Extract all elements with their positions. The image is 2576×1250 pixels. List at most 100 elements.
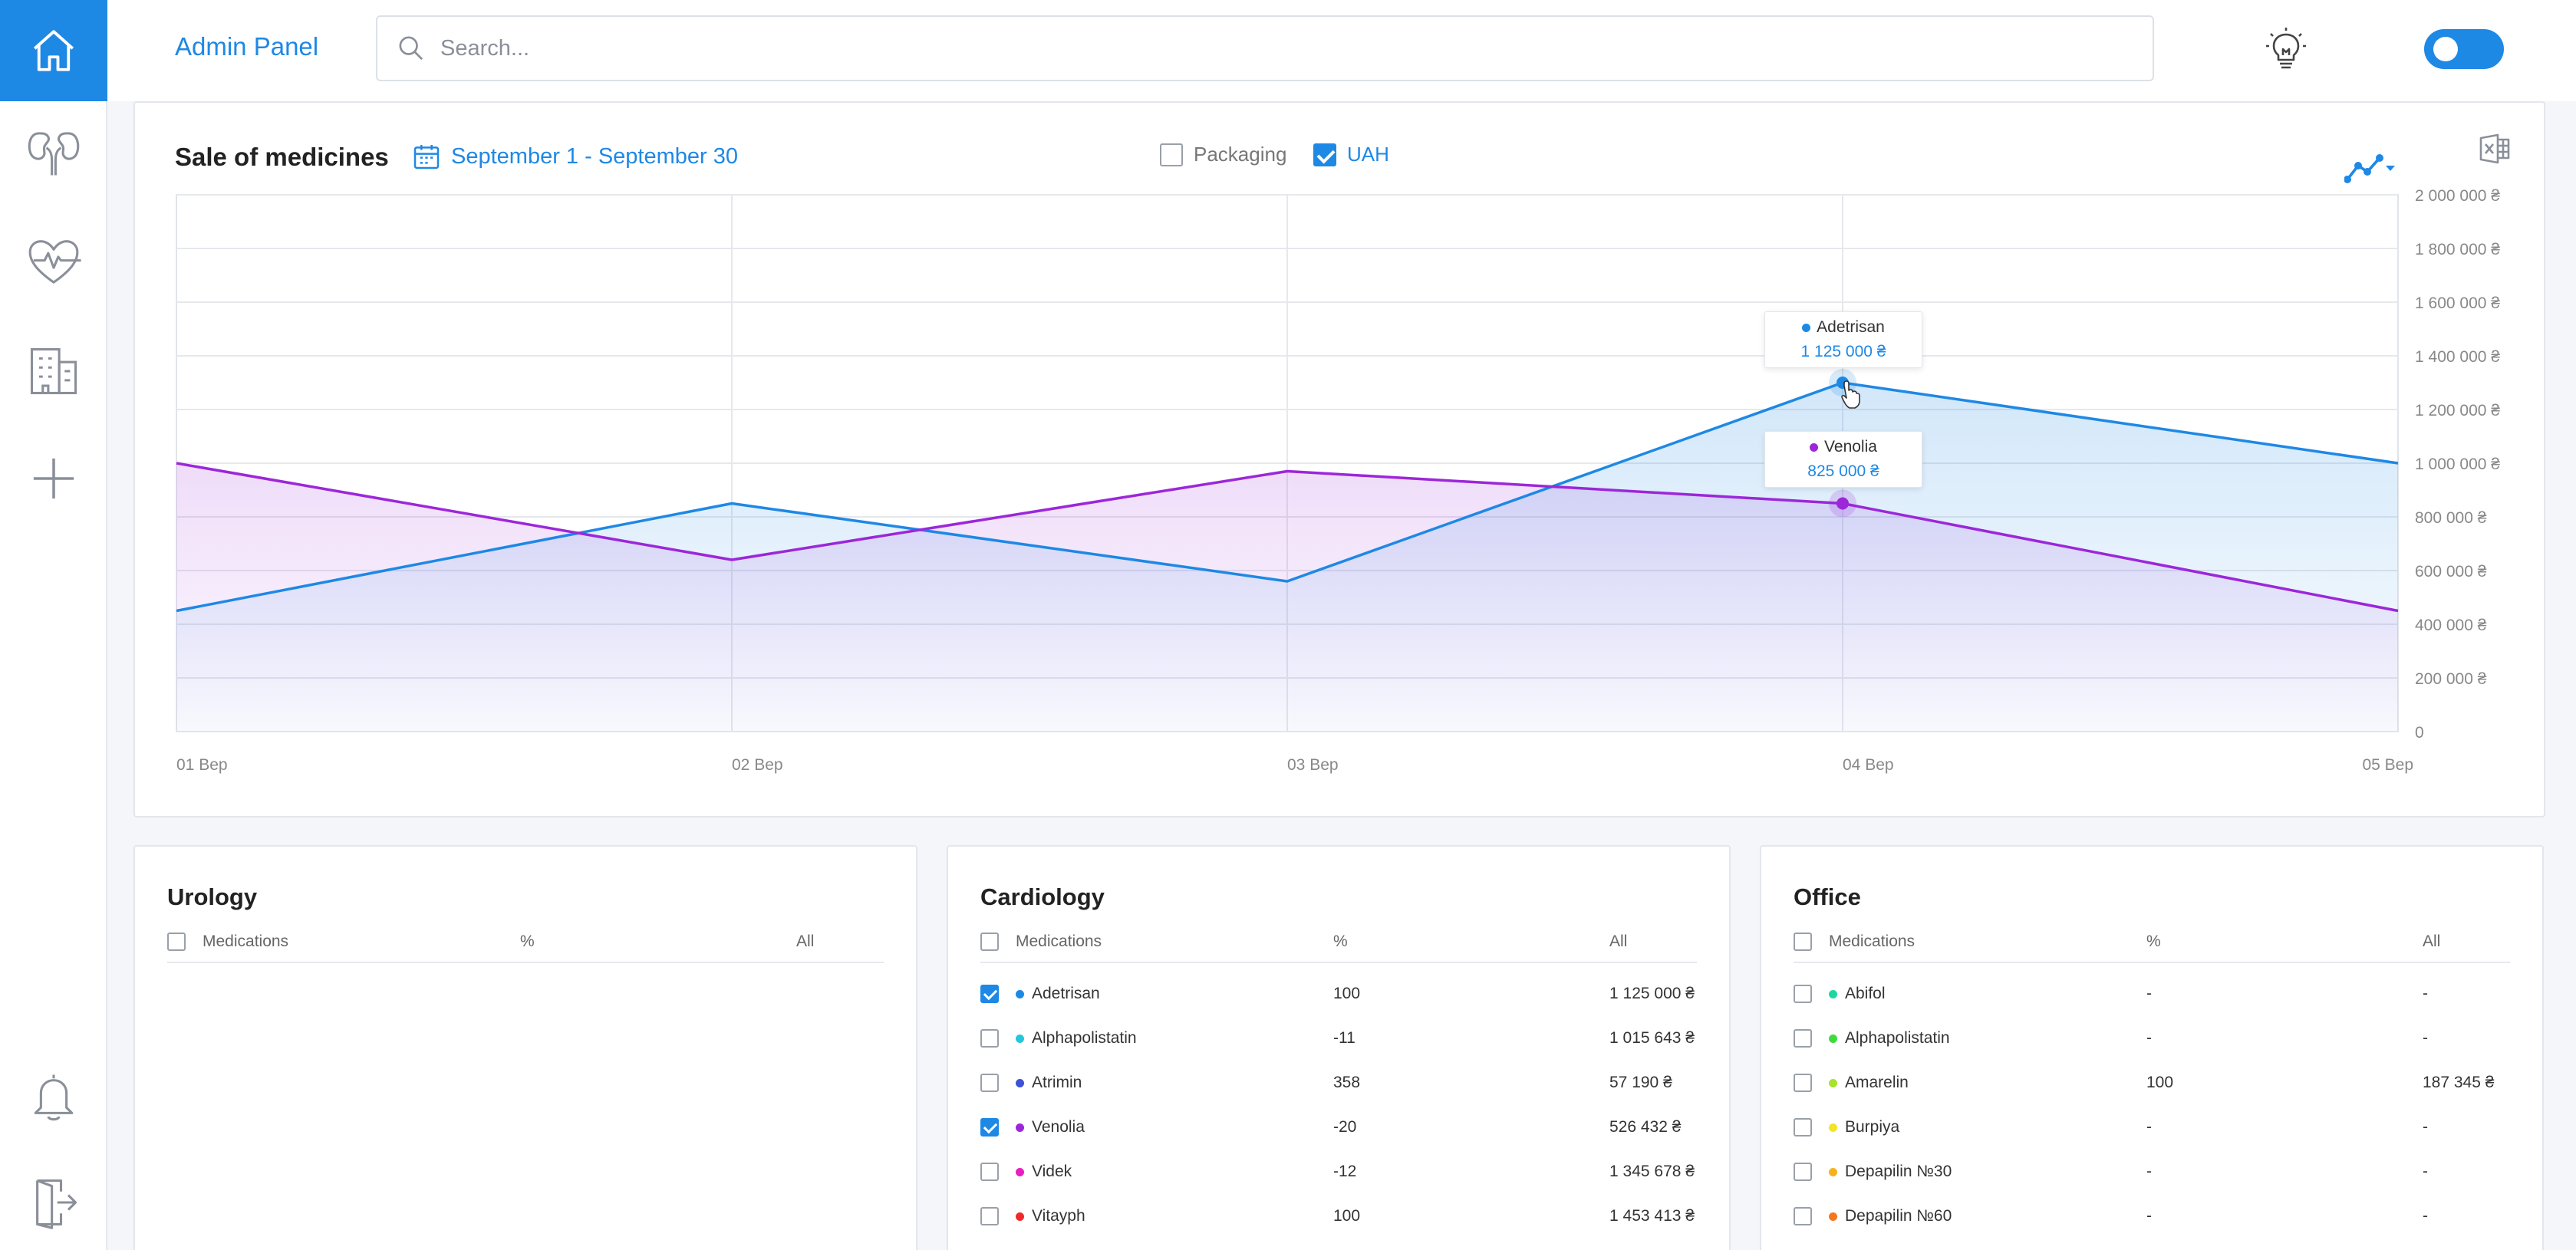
table-row[interactable]: Venolia -20 526 432 ₴ <box>980 1118 1697 1161</box>
x-tick-label: 03 Bep <box>1287 756 1339 774</box>
sidebar-item-cardiology[interactable] <box>0 216 107 308</box>
y-tick-label: 800 000 ₴ <box>2415 509 2487 527</box>
chart-type-selector-icon[interactable] <box>2344 153 2398 184</box>
app-title: Admin Panel <box>175 32 319 61</box>
table-row[interactable]: Amarelin 100 187 345 ₴ <box>1794 1074 2510 1117</box>
logout-icon <box>36 1179 77 1229</box>
medication-cell: Adetrisan <box>1016 985 1100 1003</box>
all-cell: 1 345 678 ₴ <box>1609 1163 1695 1180</box>
select-all-checkbox[interactable] <box>167 933 186 951</box>
excel-export-icon[interactable] <box>2476 130 2513 167</box>
medication-cell: Burpiya <box>1829 1118 1899 1137</box>
search-icon <box>399 36 423 61</box>
header-medications: Medications <box>1016 933 1102 950</box>
select-all-checkbox[interactable] <box>980 933 999 951</box>
date-range-picker[interactable]: September 1 - September 30 <box>411 141 738 172</box>
all-cell: 57 190 ₴ <box>1609 1074 1672 1091</box>
header-all: All <box>2423 933 2441 950</box>
y-tick-label: 2 000 000 ₴ <box>2415 187 2500 205</box>
header-medications: Medications <box>203 933 289 950</box>
packaging-label: Packaging <box>1194 143 1287 166</box>
uah-filter[interactable]: UAH <box>1313 143 1389 166</box>
row-checkbox[interactable] <box>1794 985 1812 1003</box>
cursor-pointer-icon <box>1841 380 1860 409</box>
data-point-venolia[interactable] <box>1836 497 1849 510</box>
all-cell: - <box>2423 1207 2428 1225</box>
series-line-adetrisan <box>176 381 2399 613</box>
urology-panel: Urology Medications % All <box>133 845 917 1250</box>
row-checkbox[interactable] <box>1794 1029 1812 1048</box>
row-checkbox[interactable] <box>1794 1074 1812 1092</box>
medication-cell: Atrimin <box>1016 1074 1082 1092</box>
y-tick-label: 600 000 ₴ <box>2415 563 2487 581</box>
packaging-filter[interactable]: Packaging <box>1160 143 1286 166</box>
y-tick-label: 1 400 000 ₴ <box>2415 348 2500 366</box>
table-row[interactable]: Alphapolistatin -11 1 015 643 ₴ <box>980 1029 1697 1072</box>
table-header: Medications % All <box>1794 929 2510 963</box>
tooltip-adetrisan: Adetrisan 1 125 000 ₴ <box>1764 311 1922 368</box>
x-tick-label: 05 Bep <box>2362 756 2413 774</box>
row-checkbox[interactable] <box>980 1163 999 1181</box>
sidebar-item-logout[interactable] <box>0 1156 107 1248</box>
medication-name: Amarelin <box>1845 1074 1909 1091</box>
y-tick-label: 0 <box>2415 724 2424 742</box>
chart-title: Sale of medicines <box>175 143 389 171</box>
all-cell: 1 125 000 ₴ <box>1609 985 1695 1002</box>
lightbulb-icon[interactable] <box>2261 23 2311 72</box>
row-checkbox[interactable] <box>980 1029 999 1048</box>
percent-cell: - <box>2146 1163 2152 1180</box>
tooltip-venolia: Venolia 825 000 ₴ <box>1764 431 1922 488</box>
medication-name: Abifol <box>1845 985 1886 1002</box>
search-input[interactable] <box>440 35 2113 61</box>
row-checkbox[interactable] <box>1794 1163 1812 1181</box>
medication-name: Vitayph <box>1032 1207 1085 1225</box>
all-cell: 526 432 ₴ <box>1609 1118 1682 1136</box>
table-row[interactable]: Depapilin №60 - - <box>1794 1207 2510 1250</box>
sidebar-item-notifications[interactable] <box>0 1051 107 1143</box>
theme-toggle[interactable] <box>2424 29 2504 69</box>
y-tick-label: 1 600 000 ₴ <box>2415 294 2500 312</box>
cardiology-panel: Cardiology Medications % All Adetrisan 10… <box>947 845 1731 1250</box>
date-range-label: September 1 - September 30 <box>451 143 738 169</box>
table-row[interactable]: Adetrisan 100 1 125 000 ₴ <box>980 985 1697 1028</box>
medication-cell: Videk <box>1016 1163 1072 1181</box>
sidebar-item-urology[interactable] <box>0 107 107 199</box>
percent-cell: -20 <box>1333 1118 1357 1136</box>
row-checkbox[interactable] <box>980 1074 999 1092</box>
row-checkbox[interactable] <box>1794 1207 1812 1225</box>
packaging-checkbox[interactable] <box>1160 143 1183 166</box>
header-medications: Medications <box>1829 933 1916 950</box>
x-tick-label: 01 Bep <box>176 756 228 774</box>
table-row[interactable]: Alphapolistatin - - <box>1794 1029 2510 1072</box>
sidebar-item-add[interactable] <box>0 433 107 525</box>
building-icon <box>30 347 77 395</box>
table-row[interactable]: Burpiya - - <box>1794 1118 2510 1161</box>
medication-name: Videk <box>1032 1163 1072 1180</box>
uah-checkbox[interactable] <box>1313 143 1336 166</box>
row-checkbox[interactable] <box>980 1118 999 1137</box>
table-row[interactable]: Videk -12 1 345 678 ₴ <box>980 1163 1697 1206</box>
row-checkbox[interactable] <box>1794 1118 1812 1137</box>
select-all-checkbox[interactable] <box>1794 933 1812 951</box>
table-row[interactable]: Abifol - - <box>1794 985 2510 1028</box>
home-icon <box>33 30 74 71</box>
all-cell: 1 453 413 ₴ <box>1609 1207 1695 1225</box>
medication-name: Burpiya <box>1845 1118 1900 1136</box>
medication-cell: Alphapolistatin <box>1829 1029 1950 1048</box>
medication-name: Depapilin №30 <box>1845 1163 1952 1180</box>
all-cell: 1 015 643 ₴ <box>1609 1029 1695 1047</box>
header: Admin Panel <box>107 0 2576 101</box>
sidebar-item-office[interactable] <box>0 325 107 417</box>
row-checkbox[interactable] <box>980 985 999 1003</box>
table-row[interactable]: Depapilin №30 - - <box>1794 1163 2510 1206</box>
medication-color-dot <box>1829 1212 1837 1221</box>
table-row[interactable]: Vitayph 100 1 453 413 ₴ <box>980 1207 1697 1250</box>
table-row[interactable]: Atrimin 358 57 190 ₴ <box>980 1074 1697 1117</box>
tooltip-dot <box>1802 323 1811 332</box>
row-checkbox[interactable] <box>980 1207 999 1225</box>
search-box[interactable] <box>376 15 2154 81</box>
medication-cell: Venolia <box>1016 1118 1085 1137</box>
header-all: All <box>796 933 815 950</box>
sidebar-item-home[interactable] <box>0 0 107 101</box>
all-cell: - <box>2423 1118 2428 1136</box>
